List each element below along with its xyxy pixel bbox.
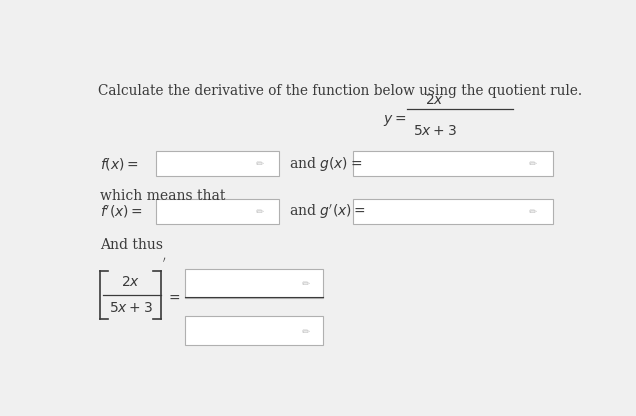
Text: Calculate the derivative of the function below using the quotient rule.: Calculate the derivative of the function… xyxy=(98,84,583,98)
Text: ✏: ✏ xyxy=(529,207,537,217)
Text: And thus: And thus xyxy=(100,238,163,253)
Bar xyxy=(156,151,279,176)
Bar xyxy=(186,269,324,298)
Text: which means that: which means that xyxy=(100,189,226,203)
Text: $5x+3$: $5x+3$ xyxy=(413,124,456,138)
Text: $2x$: $2x$ xyxy=(425,93,444,106)
Text: $=$: $=$ xyxy=(166,290,181,304)
Text: $f(x)=$: $f(x)=$ xyxy=(100,156,139,172)
Text: ✏: ✏ xyxy=(302,327,310,337)
Bar xyxy=(156,199,279,225)
Text: $f'(x)=$: $f'(x)=$ xyxy=(100,203,143,220)
Text: $y=$: $y=$ xyxy=(383,113,406,128)
Text: ✏: ✏ xyxy=(529,158,537,168)
Bar xyxy=(186,316,324,344)
Text: $2x$: $2x$ xyxy=(121,275,141,289)
Text: ✏: ✏ xyxy=(255,207,263,217)
Text: and $g(x)=$: and $g(x)=$ xyxy=(289,155,362,173)
Text: $5x+3$: $5x+3$ xyxy=(109,301,153,315)
Bar xyxy=(353,151,553,176)
Text: ✏: ✏ xyxy=(302,279,310,289)
Text: $'$: $'$ xyxy=(162,256,167,269)
Text: and $g'(x)=$: and $g'(x)=$ xyxy=(289,203,366,221)
Bar xyxy=(353,199,553,225)
Text: ✏: ✏ xyxy=(255,158,263,168)
